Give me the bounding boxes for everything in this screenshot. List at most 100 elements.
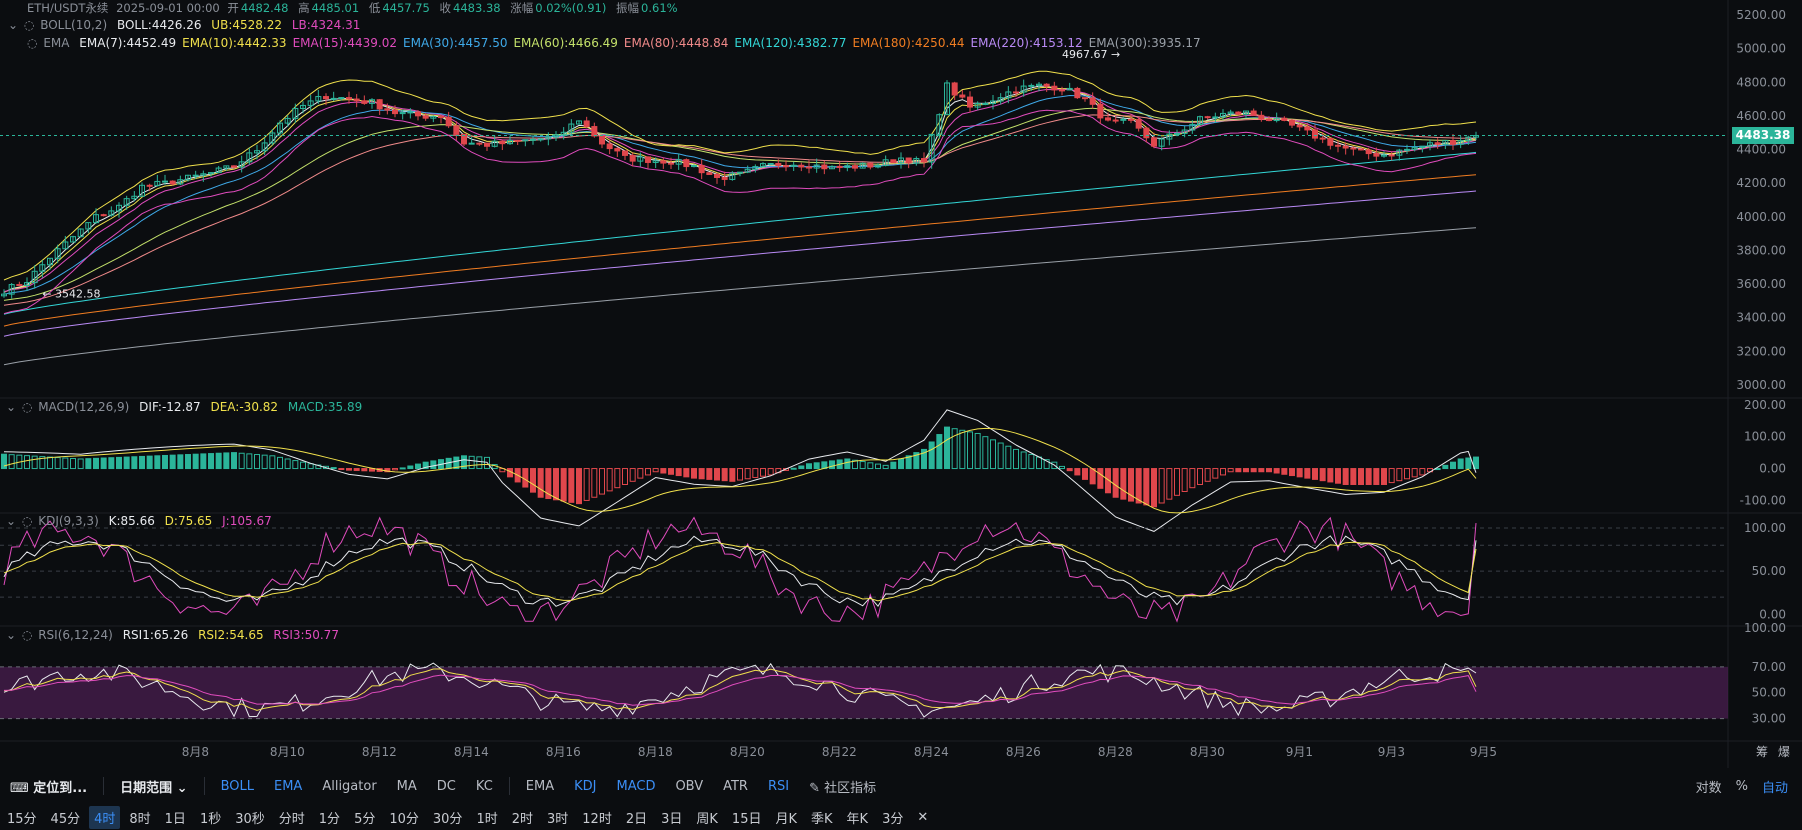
timeframe-3[interactable]: 8时 bbox=[129, 811, 151, 827]
candle-body bbox=[928, 133, 935, 163]
candle-body bbox=[300, 104, 306, 109]
timeframe-18[interactable]: 周K bbox=[696, 811, 718, 827]
candle-body bbox=[123, 198, 130, 206]
timeframe-19[interactable]: 15日 bbox=[731, 811, 762, 827]
indicator-kc[interactable]: KC bbox=[475, 778, 493, 794]
macd-bar bbox=[24, 455, 30, 470]
candle-body bbox=[292, 107, 299, 119]
indicator-ma[interactable]: MA bbox=[396, 778, 417, 794]
timeframe-12[interactable]: 1时 bbox=[476, 811, 498, 827]
sub-indicator-macd[interactable]: MACD bbox=[616, 778, 656, 794]
timeframe-6[interactable]: 30秒 bbox=[235, 811, 265, 827]
ema-line-80 bbox=[3, 114, 1477, 306]
timeframe-8[interactable]: 1分 bbox=[318, 811, 341, 827]
timeframe-1[interactable]: 45分 bbox=[50, 811, 81, 827]
macd-bar bbox=[798, 465, 805, 470]
timeframe-14[interactable]: 3时 bbox=[547, 811, 569, 827]
candle-body bbox=[238, 161, 245, 168]
sub-indicator-atr[interactable]: ATR bbox=[723, 778, 748, 794]
sub-indicator-kdj[interactable]: KDJ bbox=[574, 778, 597, 794]
sub-indicator-rsi[interactable]: RSI bbox=[767, 778, 790, 794]
timeframe-7[interactable]: 分时 bbox=[278, 811, 305, 827]
candle-body bbox=[1097, 103, 1104, 119]
sub-indicator-ema[interactable]: EMA bbox=[525, 778, 555, 794]
y-tick-label: 100.00 bbox=[1744, 621, 1786, 635]
chevron-icon[interactable]: ⌄ bbox=[6, 400, 17, 414]
macd-bar bbox=[691, 468, 697, 479]
side-label: 爆 bbox=[1778, 745, 1790, 759]
macd-bar bbox=[1396, 468, 1403, 482]
date-range-button[interactable]: 日期范围 ⌄ bbox=[110, 777, 197, 796]
timeframe-0[interactable]: 15分 bbox=[7, 811, 37, 827]
auto-scale-toggle[interactable]: 自动 bbox=[1761, 780, 1788, 796]
macd-bar bbox=[982, 436, 989, 470]
y-tick-label: 70.00 bbox=[1752, 660, 1786, 674]
community-indicator-button[interactable]: ✎ 社区指标 bbox=[799, 777, 886, 796]
timeframe-20[interactable]: 月K bbox=[775, 811, 797, 827]
sub-indicator-obv[interactable]: OBV bbox=[675, 778, 704, 794]
timeframe-9[interactable]: 5分 bbox=[354, 811, 376, 827]
indicator-ema[interactable]: EMA bbox=[274, 778, 303, 794]
macd-bar bbox=[1281, 468, 1288, 475]
x-tick-label: 9月1 bbox=[1286, 745, 1313, 759]
scale-options: 对数 % 自动 bbox=[1696, 768, 1788, 804]
bell-icon[interactable]: ◌ bbox=[21, 628, 33, 642]
candle-body bbox=[346, 97, 352, 100]
timeframe-17[interactable]: 3日 bbox=[661, 811, 683, 827]
chevron-icon[interactable]: ⌄ bbox=[8, 18, 19, 32]
chart-canvas[interactable]: 5200.00 5000.00 4800.00 4600.00 4400.00 4200.… bbox=[0, 0, 1802, 768]
timeframe-13[interactable]: 2时 bbox=[511, 811, 533, 827]
bell-icon[interactable]: ◌ bbox=[23, 18, 35, 32]
macd-bar bbox=[1020, 451, 1027, 470]
macd-bar bbox=[1005, 445, 1012, 470]
bell-icon[interactable]: ◌ bbox=[27, 36, 38, 50]
macd-bar bbox=[959, 429, 966, 470]
macd-bar bbox=[1059, 465, 1065, 470]
ema-legend: ◌ EMA EMA(7):4452.49 EMA(10):4442.33 EMA(1… bbox=[0, 36, 1213, 51]
close-icon[interactable]: ✕ bbox=[917, 809, 929, 825]
chevron-icon[interactable]: ⌄ bbox=[6, 514, 17, 528]
date-range-label: 日期范围 bbox=[120, 780, 173, 796]
edit-icon: ✎ bbox=[809, 780, 825, 796]
candle-body bbox=[1128, 118, 1134, 121]
log-scale-toggle[interactable]: 对数 bbox=[1695, 780, 1722, 796]
timeframe-4[interactable]: 1日 bbox=[164, 811, 186, 827]
timeframe-16[interactable]: 2日 bbox=[625, 811, 648, 827]
ema-line-300 bbox=[3, 227, 1477, 366]
locate-button[interactable]: ⌨ 定位到... bbox=[0, 777, 97, 796]
y-tick-label: 4200.00 bbox=[1736, 176, 1786, 190]
macd-bar bbox=[913, 452, 920, 470]
timeframe-11[interactable]: 30分 bbox=[432, 811, 463, 827]
indicator-alligator[interactable]: Alligator bbox=[322, 778, 377, 794]
macd-bar bbox=[1381, 468, 1387, 485]
timeframe-2[interactable]: 4时 bbox=[89, 805, 121, 829]
timeframe-15[interactable]: 12时 bbox=[582, 811, 612, 827]
macd-bar bbox=[1289, 468, 1295, 477]
bell-icon[interactable]: ◌ bbox=[21, 400, 33, 414]
timeframe-22[interactable]: 年K bbox=[846, 811, 869, 827]
open-value: 4482.48 bbox=[240, 1, 289, 15]
candle-body bbox=[721, 176, 728, 180]
chevron-icon[interactable]: ⌄ bbox=[6, 628, 17, 642]
timeframe-23[interactable]: 3分 bbox=[882, 811, 904, 827]
macd-bar bbox=[1450, 461, 1456, 470]
timeframe-21[interactable]: 季K bbox=[811, 811, 833, 827]
community-label: 社区指标 bbox=[824, 780, 877, 796]
macd-bar bbox=[967, 431, 973, 470]
y-tick-label: 200.00 bbox=[1744, 398, 1786, 412]
macd-bar bbox=[652, 468, 659, 473]
macd-dif: DIF:-12.87 bbox=[139, 400, 201, 414]
macd-bar bbox=[231, 452, 237, 470]
percent-scale-toggle[interactable]: % bbox=[1735, 778, 1748, 794]
timeframe-5[interactable]: 1秒 bbox=[199, 811, 222, 827]
candle-body bbox=[537, 138, 544, 141]
candle-body bbox=[1189, 123, 1196, 131]
bell-icon[interactable]: ◌ bbox=[21, 514, 33, 528]
macd-bar bbox=[921, 448, 927, 470]
indicator-boll[interactable]: BOLL bbox=[220, 778, 254, 794]
indicator-dc[interactable]: DC bbox=[436, 778, 456, 794]
candle-body bbox=[1028, 84, 1035, 87]
macd-bar bbox=[928, 441, 935, 470]
macd-dea: DEA:-30.82 bbox=[210, 400, 279, 414]
timeframe-10[interactable]: 10分 bbox=[389, 811, 419, 827]
